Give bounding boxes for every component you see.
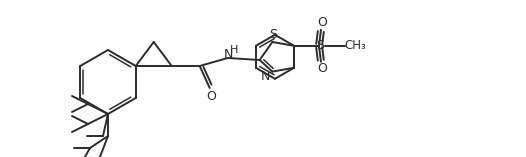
Text: H: H [229, 45, 238, 55]
Text: N: N [224, 49, 234, 62]
Text: O: O [317, 16, 327, 29]
Text: S: S [269, 28, 277, 41]
Text: N: N [261, 70, 270, 83]
Text: S: S [316, 39, 324, 52]
Text: O: O [317, 62, 327, 75]
Text: O: O [206, 89, 216, 103]
Text: CH₃: CH₃ [344, 39, 366, 52]
